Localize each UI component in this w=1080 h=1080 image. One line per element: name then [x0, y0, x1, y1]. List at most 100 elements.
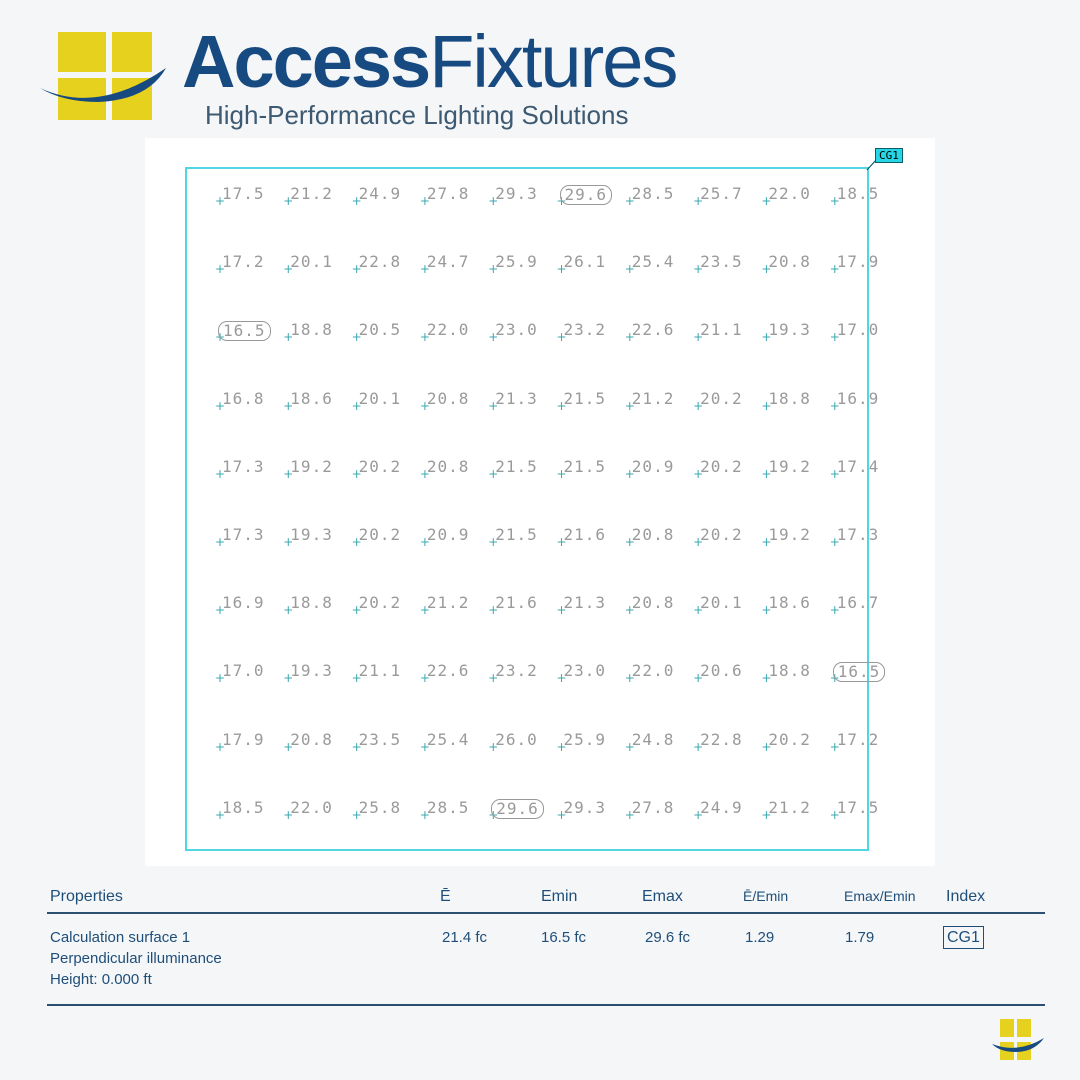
grid-point-marker: +	[283, 398, 294, 413]
grid-point-marker: +	[419, 466, 430, 481]
grid-value: 25.9	[563, 729, 607, 749]
grid-value: 17.3	[222, 525, 265, 544]
grid-point-marker: +	[624, 194, 635, 208]
grid-point-marker: +	[215, 671, 226, 686]
grid-value: 24.8	[631, 729, 675, 749]
grid-value: 22.8	[358, 252, 402, 272]
grid-value: 23.0	[495, 320, 538, 340]
header-max-min: Emax/Emin	[844, 888, 916, 904]
grid-value: 28.5	[426, 797, 470, 817]
grid-value: 24.9	[358, 184, 402, 203]
grid-value: 20.2	[358, 593, 402, 613]
grid-point-marker: +	[419, 194, 430, 208]
grid-value: 18.8	[290, 320, 333, 340]
grid-point-marker: +	[624, 330, 635, 345]
grid-point-marker: +	[283, 262, 294, 277]
grid-value: 23.5	[700, 252, 743, 272]
grid-value: 25.8	[358, 797, 402, 817]
grid-point-marker: +	[419, 807, 430, 822]
grid-point-marker: +	[488, 330, 499, 345]
grid-point-marker: +	[556, 330, 567, 345]
grid-point-marker: +	[283, 194, 294, 208]
surface-type: Perpendicular illuminance	[50, 950, 222, 967]
cell-index: CG1	[943, 926, 984, 949]
grid-point-marker: +	[693, 807, 704, 822]
table-header-divider	[47, 912, 1045, 914]
grid-point-marker: +	[556, 535, 567, 549]
grid-value: 21.2	[631, 388, 675, 408]
grid-value: 18.8	[768, 661, 811, 681]
grid-point-marker: +	[215, 535, 226, 549]
grid-point-marker: +	[624, 739, 635, 754]
grid-value: 24.9	[700, 797, 743, 817]
grid-point-marker: +	[556, 807, 567, 822]
grid-point-marker: +	[761, 194, 772, 208]
grid-value-extreme: 29.6	[559, 185, 613, 205]
grid-point-marker: +	[419, 603, 430, 618]
grid-point-marker: +	[761, 603, 772, 618]
grid-value-extreme: 29.6	[491, 798, 544, 819]
grid-value: 17.9	[222, 729, 265, 749]
grid-value: 20.2	[358, 525, 402, 544]
grid-value: 25.9	[495, 252, 538, 272]
grid-point-marker: +	[761, 535, 772, 549]
grid-value: 21.3	[495, 388, 538, 408]
grid-value: 22.0	[768, 184, 811, 203]
grid-value: 23.0	[563, 661, 607, 681]
grid-point-marker: +	[829, 330, 840, 345]
header-average: Ē	[440, 888, 451, 905]
grid-value: 21.3	[563, 593, 607, 613]
grid-point-marker: +	[419, 739, 430, 754]
grid-value: 22.0	[631, 661, 675, 681]
grid-point-marker: +	[624, 671, 635, 686]
surface-height: Height: 0.000 ft	[50, 971, 152, 988]
grid-value-extreme: 16.5	[832, 662, 886, 683]
grid-value: 17.9	[836, 252, 880, 272]
grid-value: 29.3	[563, 797, 607, 817]
grid-value: 22.8	[700, 729, 743, 749]
grid-value: 21.5	[563, 388, 607, 408]
grid-value: 23.2	[563, 320, 607, 340]
grid-value: 18.8	[290, 593, 333, 613]
grid-value: 26.0	[495, 729, 538, 749]
grid-point-marker: +	[693, 466, 704, 481]
grid-point-marker: +	[419, 262, 430, 277]
grid-value: 18.5	[836, 184, 880, 203]
grid-value: 22.6	[631, 320, 675, 340]
grid-value: 21.1	[358, 661, 402, 681]
grid-value: 22.0	[426, 320, 470, 340]
grid-value: 20.8	[631, 593, 675, 613]
grid-value: 19.2	[768, 525, 811, 544]
grid-value: 20.9	[631, 456, 675, 476]
grid-value: 20.1	[290, 252, 333, 272]
grid-point-marker: +	[829, 739, 840, 754]
grid-point-marker: +	[215, 194, 226, 208]
grid-point-marker: +	[419, 535, 430, 549]
grid-point-marker: +	[351, 671, 362, 686]
grid-point-marker: +	[761, 466, 772, 481]
grid-point-marker: +	[488, 262, 499, 277]
grid-value: 21.2	[768, 797, 811, 817]
grid-value: 21.2	[426, 593, 470, 613]
grid-point-marker: +	[829, 262, 840, 277]
grid-point-marker: +	[761, 330, 772, 345]
grid-point-marker: +	[351, 330, 362, 345]
grid-point-marker: +	[693, 739, 704, 754]
grid-value: 20.1	[700, 593, 743, 613]
header-avg-min: Ē/Emin	[743, 888, 789, 904]
grid-value: 16.7	[836, 593, 880, 613]
grid-value: 22.6	[426, 661, 470, 681]
grid-point-marker: +	[761, 807, 772, 822]
grid-point-marker: +	[488, 603, 499, 618]
grid-value: 23.5	[358, 729, 402, 749]
table-bottom-divider	[47, 1004, 1045, 1006]
grid-value: 20.2	[700, 456, 743, 476]
grid-value: 20.1	[358, 388, 402, 408]
grid-point-marker: +	[215, 262, 226, 277]
grid-point-marker: +	[351, 194, 362, 208]
grid-value: 20.8	[290, 729, 333, 749]
grid-value: 27.8	[631, 797, 675, 817]
grid-point-marker: +	[283, 466, 294, 481]
grid-point-marker: +	[488, 739, 499, 754]
grid-value: 20.2	[358, 456, 402, 476]
